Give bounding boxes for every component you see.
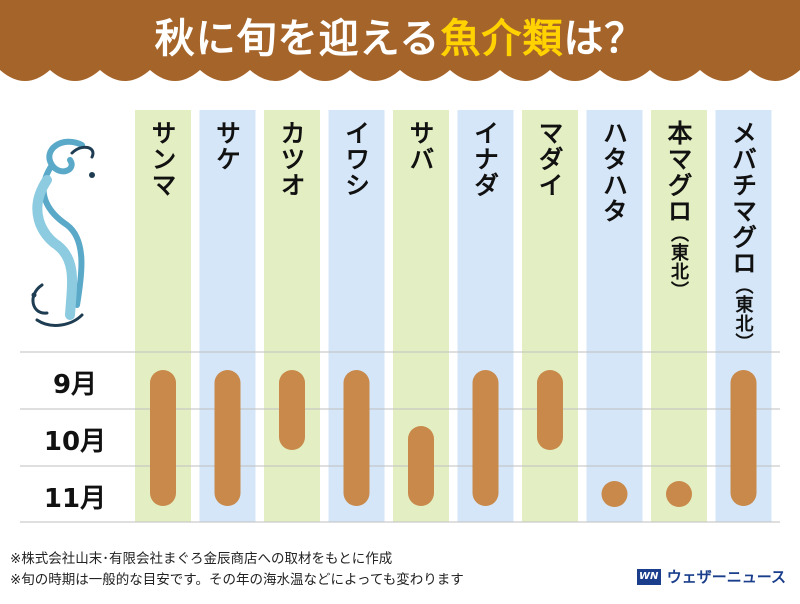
column-label-name: イナダ — [470, 120, 500, 198]
season-bar-4 — [408, 426, 434, 506]
month-label-nov: 11月 — [43, 484, 107, 514]
column-label-name: サケ — [212, 120, 242, 172]
season-bar-0 — [150, 370, 176, 506]
column-label-9: メバチマグロ（東北） — [728, 120, 758, 352]
column-label-name: サバ — [406, 120, 435, 172]
weathernews-logo-icon: WN — [636, 568, 661, 585]
column-bg-7 — [586, 110, 643, 522]
column-label-name: イワシ — [341, 120, 371, 198]
chart-title: 秋に旬を迎える魚介類は？ — [0, 6, 800, 64]
season-bar-3 — [343, 370, 370, 506]
title-part1: 秋に旬を迎える — [154, 16, 441, 62]
title-part2: は？ — [563, 16, 646, 62]
footer-note-disclaimer: ※旬の時期は一般的な目安です。その年の海水温などによっても変わります — [10, 572, 464, 588]
column-label-name: サンマ — [148, 120, 177, 198]
column-label-sub: （東北） — [668, 224, 689, 300]
column-label-2: カツオ — [277, 120, 306, 198]
header-banner: 秋に旬を迎える魚介類は？ — [0, 0, 800, 90]
column-label-name: ハタハタ — [599, 120, 629, 224]
header-background — [0, 0, 800, 81]
column-label-4: サバ — [406, 120, 435, 172]
column-label-name: マダイ — [535, 120, 564, 198]
title-accent: 魚介類 — [440, 16, 564, 62]
season-bar-6 — [537, 370, 563, 450]
column-label-7: ハタハタ — [599, 120, 629, 224]
column-label-name: カツオ — [277, 120, 306, 198]
month-label-sep: 9月 — [52, 370, 98, 400]
column-bg-2 — [264, 110, 320, 522]
column-bg-8 — [651, 110, 707, 522]
season-bar-1 — [214, 370, 241, 506]
season-bar-2 — [279, 370, 305, 450]
season-bar-5 — [472, 370, 499, 506]
column-label-6: マダイ — [535, 120, 564, 198]
month-label-oct: 10月 — [43, 427, 107, 457]
column-label-name: メバチマグロ — [728, 120, 758, 276]
brand-name: ウェザーニュース — [666, 568, 786, 586]
footer-note-source: ※株式会社山末･有限会社まぐろ金辰商店への取材をもとに作成 — [10, 551, 393, 567]
column-label-5: イナダ — [470, 120, 500, 198]
brand: WN ウェザーニュース — [636, 566, 786, 587]
column-label-8: 本マグロ（東北） — [664, 120, 693, 300]
season-dot-7 — [601, 481, 628, 507]
column-label-name: 本マグロ — [664, 120, 693, 224]
footer-notes: ※株式会社山末･有限会社まぐろ金辰商店への取材をもとに作成 ※旬の時期は一般的な… — [10, 549, 464, 591]
wave-illustration-icon — [31, 138, 95, 327]
column-label-1: サケ — [212, 120, 242, 172]
column-label-3: イワシ — [341, 120, 371, 198]
season-dot-8 — [666, 481, 692, 507]
season-bar-9 — [730, 370, 757, 506]
column-label-0: サンマ — [148, 120, 177, 198]
column-bg-6 — [522, 110, 578, 522]
column-label-sub: （東北） — [732, 276, 754, 352]
